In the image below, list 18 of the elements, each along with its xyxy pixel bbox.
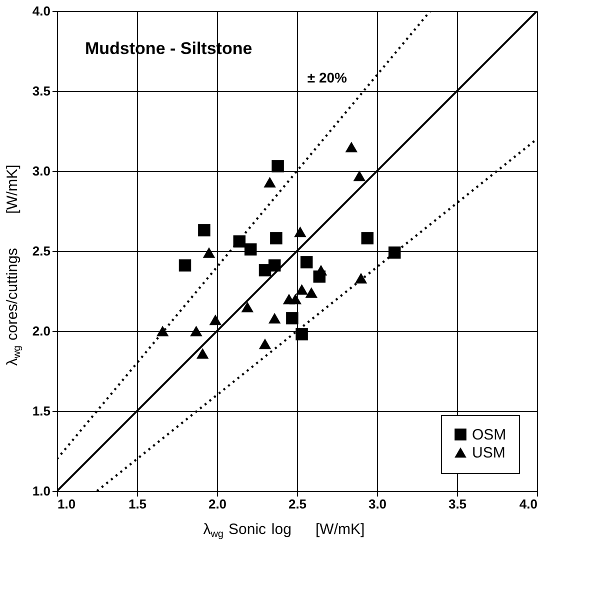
x-tick-label: 3.5 [448,496,467,512]
text: λwg cores/cuttings [W/mK] [4,164,23,366]
y-tick-label: 1.0 [32,484,50,498]
legend-label: USM [472,444,506,462]
x-tick-label: 4.0 [519,496,538,512]
y-tick-label: 3.5 [32,84,50,98]
legend-label: OSM [472,426,506,444]
y-tick-label: 2.0 [32,324,50,338]
y-tick-label: 3.0 [32,164,50,178]
annotation: ± 20% [307,70,348,86]
x-tick-label: 3.0 [368,496,387,512]
y-tick-label: 1.5 [32,404,50,418]
x-tick-label: 1.0 [58,496,76,512]
y-tick-label: 2.5 [32,244,50,258]
x-tick-label: 2.5 [288,496,307,512]
x-tick-label: 2.0 [208,496,227,512]
x-tick-label: 1.5 [128,496,147,512]
y-tick-label: 4.0 [32,4,50,18]
